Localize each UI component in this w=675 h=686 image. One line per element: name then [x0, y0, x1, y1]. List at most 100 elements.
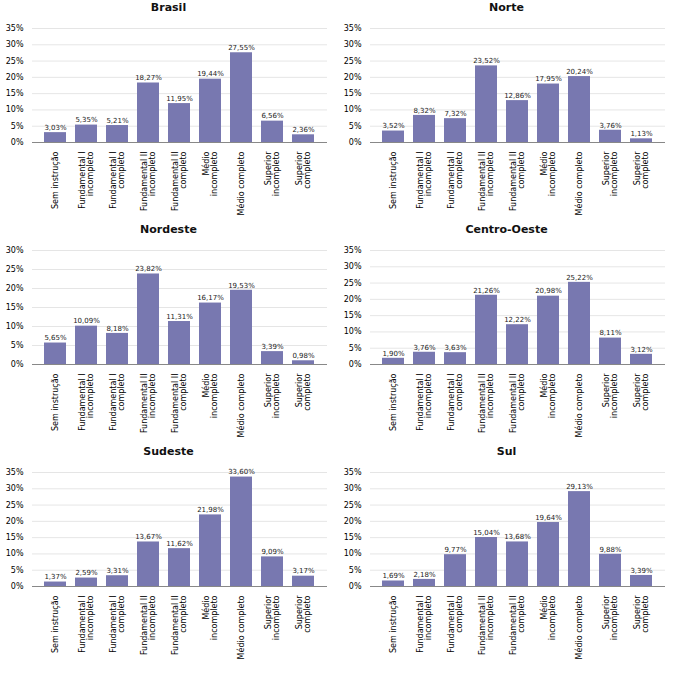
svg-text:25%: 25%	[344, 501, 362, 510]
svg-text:10,09%: 10,09%	[73, 317, 100, 325]
svg-text:Médioincompleto: Médioincompleto	[201, 595, 219, 640]
svg-text:5%: 5%	[11, 122, 24, 131]
svg-text:20%: 20%	[344, 517, 362, 526]
svg-text:Fundamental IIcompleto: Fundamental IIcompleto	[171, 595, 188, 655]
svg-text:25%: 25%	[6, 265, 24, 274]
svg-text:Sem instrução: Sem instrução	[51, 373, 60, 431]
svg-text:Fundamental Icompleto: Fundamental Icompleto	[109, 151, 126, 208]
svg-text:Fundamental Iincompleto: Fundamental Iincompleto	[78, 595, 95, 652]
svg-text:1,90%: 1,90%	[382, 350, 405, 358]
svg-text:21,98%: 21,98%	[197, 506, 224, 514]
svg-text:3,12%: 3,12%	[630, 346, 653, 354]
svg-text:10%: 10%	[344, 549, 362, 558]
svg-text:Superiorincompleto: Superiorincompleto	[264, 373, 281, 418]
svg-text:Médio completo: Médio completo	[574, 373, 584, 437]
svg-text:Fundamental IIcompleto: Fundamental IIcompleto	[509, 595, 526, 655]
svg-text:Sem instrução: Sem instrução	[389, 151, 398, 209]
svg-text:3,03%: 3,03%	[44, 124, 67, 132]
svg-text:8,32%: 8,32%	[413, 107, 436, 115]
svg-text:35%: 35%	[344, 24, 362, 33]
svg-text:Médioincompleto: Médioincompleto	[201, 151, 219, 196]
svg-text:Fundamental Iincompleto: Fundamental Iincompleto	[416, 595, 433, 652]
svg-text:10%: 10%	[6, 105, 24, 114]
svg-text:20,24%: 20,24%	[566, 68, 593, 76]
svg-text:5%: 5%	[11, 341, 24, 350]
svg-text:3,76%: 3,76%	[599, 121, 622, 129]
svg-text:Médio completo: Médio completo	[574, 595, 584, 659]
svg-text:5%: 5%	[11, 566, 24, 575]
svg-text:Fundamental IIincompleto: Fundamental IIincompleto	[140, 151, 157, 211]
svg-text:35%: 35%	[344, 246, 362, 255]
svg-text:Fundamental Iincompleto: Fundamental Iincompleto	[78, 151, 95, 208]
svg-text:21,26%: 21,26%	[473, 286, 500, 294]
svg-text:5,65%: 5,65%	[44, 334, 67, 342]
svg-text:Fundamental Iincompleto: Fundamental Iincompleto	[416, 373, 433, 430]
svg-text:11,31%: 11,31%	[166, 313, 193, 321]
svg-text:Fundamental Icompleto: Fundamental Icompleto	[447, 151, 464, 208]
svg-text:27,55%: 27,55%	[228, 44, 255, 52]
svg-text:Fundamental IIincompleto: Fundamental IIincompleto	[478, 595, 495, 655]
svg-text:12,22%: 12,22%	[504, 316, 531, 324]
svg-text:Superiorincompleto: Superiorincompleto	[264, 151, 281, 196]
svg-text:Médioincompleto: Médioincompleto	[539, 151, 557, 196]
svg-text:0%: 0%	[11, 582, 24, 591]
svg-text:7,32%: 7,32%	[444, 110, 467, 118]
svg-text:17,95%: 17,95%	[535, 75, 562, 83]
svg-text:23,52%: 23,52%	[473, 57, 500, 65]
svg-text:9,88%: 9,88%	[599, 546, 622, 554]
svg-text:30%: 30%	[344, 484, 362, 493]
svg-text:19,53%: 19,53%	[228, 282, 255, 290]
svg-text:15,04%: 15,04%	[473, 529, 500, 537]
svg-text:Fundamental IIincompleto: Fundamental IIincompleto	[140, 595, 157, 655]
svg-text:Fundamental IIincompleto: Fundamental IIincompleto	[140, 373, 157, 433]
svg-text:Superiorcompleto: Superiorcompleto	[633, 151, 650, 189]
svg-text:0%: 0%	[11, 138, 24, 147]
svg-text:0%: 0%	[349, 138, 362, 147]
svg-text:20%: 20%	[344, 73, 362, 82]
svg-text:8,11%: 8,11%	[599, 329, 622, 337]
svg-text:2,59%: 2,59%	[75, 569, 98, 577]
svg-text:Fundamental Icompleto: Fundamental Icompleto	[447, 595, 464, 652]
svg-text:25,22%: 25,22%	[566, 274, 593, 282]
svg-text:Fundamental IIcompleto: Fundamental IIcompleto	[171, 151, 188, 211]
svg-text:5%: 5%	[349, 566, 362, 575]
svg-text:Fundamental IIincompleto: Fundamental IIincompleto	[478, 151, 495, 211]
svg-text:2,36%: 2,36%	[292, 126, 315, 134]
svg-text:20,98%: 20,98%	[535, 287, 562, 295]
svg-text:15%: 15%	[6, 303, 24, 312]
svg-text:Superiorcompleto: Superiorcompleto	[295, 373, 312, 411]
svg-text:Superiorcompleto: Superiorcompleto	[295, 595, 312, 633]
svg-text:Fundamental IIcompleto: Fundamental IIcompleto	[171, 373, 188, 433]
svg-text:3,76%: 3,76%	[413, 343, 436, 351]
svg-text:30%: 30%	[344, 40, 362, 49]
svg-text:3,52%: 3,52%	[382, 122, 405, 130]
svg-text:Médio completo: Médio completo	[236, 373, 246, 437]
svg-text:25%: 25%	[6, 57, 24, 66]
svg-text:16,17%: 16,17%	[197, 294, 224, 302]
svg-text:23,82%: 23,82%	[135, 265, 162, 273]
svg-text:Fundamental Iincompleto: Fundamental Iincompleto	[78, 373, 95, 430]
svg-text:11,95%: 11,95%	[166, 95, 193, 103]
svg-text:2,18%: 2,18%	[413, 571, 436, 579]
svg-text:30%: 30%	[344, 262, 362, 271]
svg-text:Médioincompleto: Médioincompleto	[201, 373, 219, 418]
svg-text:0,98%: 0,98%	[292, 352, 315, 360]
svg-text:Médioincompleto: Médioincompleto	[539, 373, 557, 418]
svg-text:3,31%: 3,31%	[106, 567, 129, 575]
svg-text:3,39%: 3,39%	[261, 343, 284, 351]
svg-text:3,39%: 3,39%	[630, 567, 653, 575]
svg-text:Médioincompleto: Médioincompleto	[539, 595, 557, 640]
svg-text:0%: 0%	[349, 360, 362, 369]
svg-text:8,18%: 8,18%	[106, 325, 129, 333]
svg-text:Sem instrução: Sem instrução	[389, 373, 398, 431]
svg-text:13,68%: 13,68%	[504, 533, 531, 541]
svg-text:20%: 20%	[6, 73, 24, 82]
svg-text:19,64%: 19,64%	[535, 514, 562, 522]
svg-text:10%: 10%	[6, 322, 24, 331]
svg-text:35%: 35%	[6, 468, 24, 477]
svg-text:5,21%: 5,21%	[106, 117, 129, 125]
svg-text:13,67%: 13,67%	[135, 533, 162, 541]
svg-text:10%: 10%	[6, 549, 24, 558]
svg-text:Médio completo: Médio completo	[574, 151, 584, 215]
svg-text:18,27%: 18,27%	[135, 74, 162, 82]
